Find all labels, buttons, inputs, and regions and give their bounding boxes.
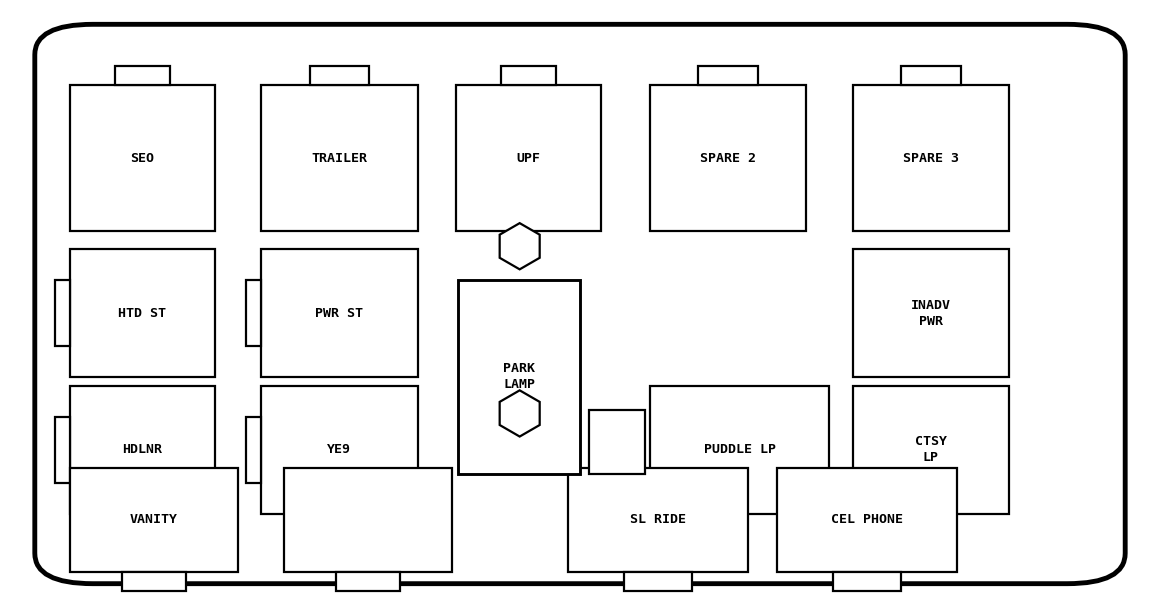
- Text: YE9: YE9: [327, 443, 351, 457]
- Text: TRAILER: TRAILER: [311, 151, 368, 165]
- Bar: [310, 66, 369, 85]
- Polygon shape: [500, 223, 539, 269]
- Bar: [246, 280, 261, 347]
- Bar: [284, 468, 452, 572]
- Bar: [853, 386, 1009, 514]
- Bar: [501, 66, 556, 85]
- Bar: [115, 66, 169, 85]
- Text: SPARE 2: SPARE 2: [699, 151, 756, 165]
- Bar: [70, 468, 238, 572]
- Bar: [456, 85, 601, 231]
- Bar: [55, 280, 70, 347]
- Bar: [901, 66, 960, 85]
- Text: SPARE 3: SPARE 3: [902, 151, 959, 165]
- Bar: [261, 85, 418, 231]
- Bar: [650, 85, 806, 231]
- Bar: [853, 85, 1009, 231]
- Text: CTSY
LP: CTSY LP: [915, 435, 947, 465]
- Bar: [70, 85, 215, 231]
- Bar: [853, 249, 1009, 377]
- Polygon shape: [500, 390, 539, 437]
- Text: HTD ST: HTD ST: [118, 306, 166, 320]
- Bar: [246, 416, 261, 483]
- Bar: [777, 468, 957, 572]
- Bar: [122, 572, 186, 591]
- Text: HDLNR: HDLNR: [122, 443, 162, 457]
- Bar: [70, 249, 215, 377]
- Text: VANITY: VANITY: [130, 513, 177, 527]
- Text: PUDDLE LP: PUDDLE LP: [703, 443, 776, 457]
- Text: UPF: UPF: [516, 151, 541, 165]
- Bar: [55, 416, 70, 483]
- Text: PARK
LAMP: PARK LAMP: [503, 362, 535, 392]
- Bar: [458, 280, 580, 474]
- Bar: [650, 386, 829, 514]
- Bar: [589, 410, 645, 474]
- FancyBboxPatch shape: [35, 24, 1125, 584]
- Bar: [698, 66, 757, 85]
- Text: PWR ST: PWR ST: [316, 306, 363, 320]
- Text: SL RIDE: SL RIDE: [630, 513, 687, 527]
- Bar: [70, 386, 215, 514]
- Bar: [568, 468, 748, 572]
- Bar: [624, 572, 693, 591]
- Bar: [261, 386, 418, 514]
- Bar: [261, 249, 418, 377]
- Bar: [336, 572, 400, 591]
- Text: CEL PHONE: CEL PHONE: [831, 513, 904, 527]
- Text: INADV
PWR: INADV PWR: [911, 299, 951, 328]
- Bar: [833, 572, 901, 591]
- Text: SEO: SEO: [130, 151, 154, 165]
